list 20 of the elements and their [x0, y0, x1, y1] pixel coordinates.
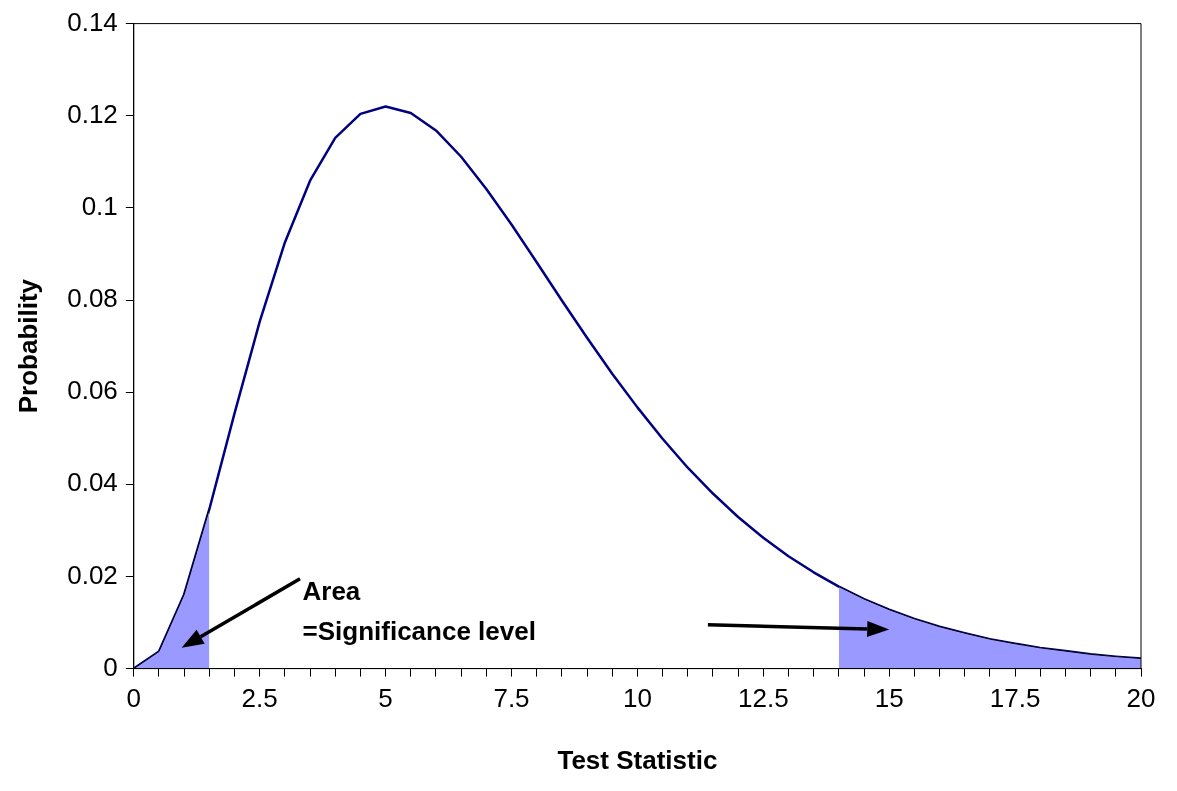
y-tick-label: 0	[103, 651, 118, 682]
y-tick-label: 0.08	[67, 283, 118, 314]
x-tick-label: 7.5	[493, 683, 530, 714]
annotation: Area =Significance level	[302, 576, 536, 647]
y-tick-label: 0.1	[81, 191, 118, 222]
x-tick-label: 15	[874, 683, 904, 714]
x-tick-label: 17.5	[989, 683, 1041, 714]
x-tick-label: 5	[378, 683, 393, 714]
x-tick-label: 10	[622, 683, 652, 714]
y-tick-label: 0.14	[67, 6, 118, 37]
x-axis-title: Test Statistic	[557, 744, 718, 775]
x-tick-label: 2.5	[241, 683, 278, 714]
x-tick-label: 12.5	[738, 683, 789, 714]
y-tick-label: 0.06	[67, 375, 118, 406]
y-axis-title: Probability	[12, 278, 43, 414]
y-tick-label: 0.12	[67, 98, 118, 129]
y-tick-label: 0.02	[67, 559, 118, 590]
x-tick-label: 20	[1126, 683, 1156, 714]
x-tick-label: 0	[126, 683, 142, 714]
y-tick-label: 0.04	[67, 467, 118, 498]
